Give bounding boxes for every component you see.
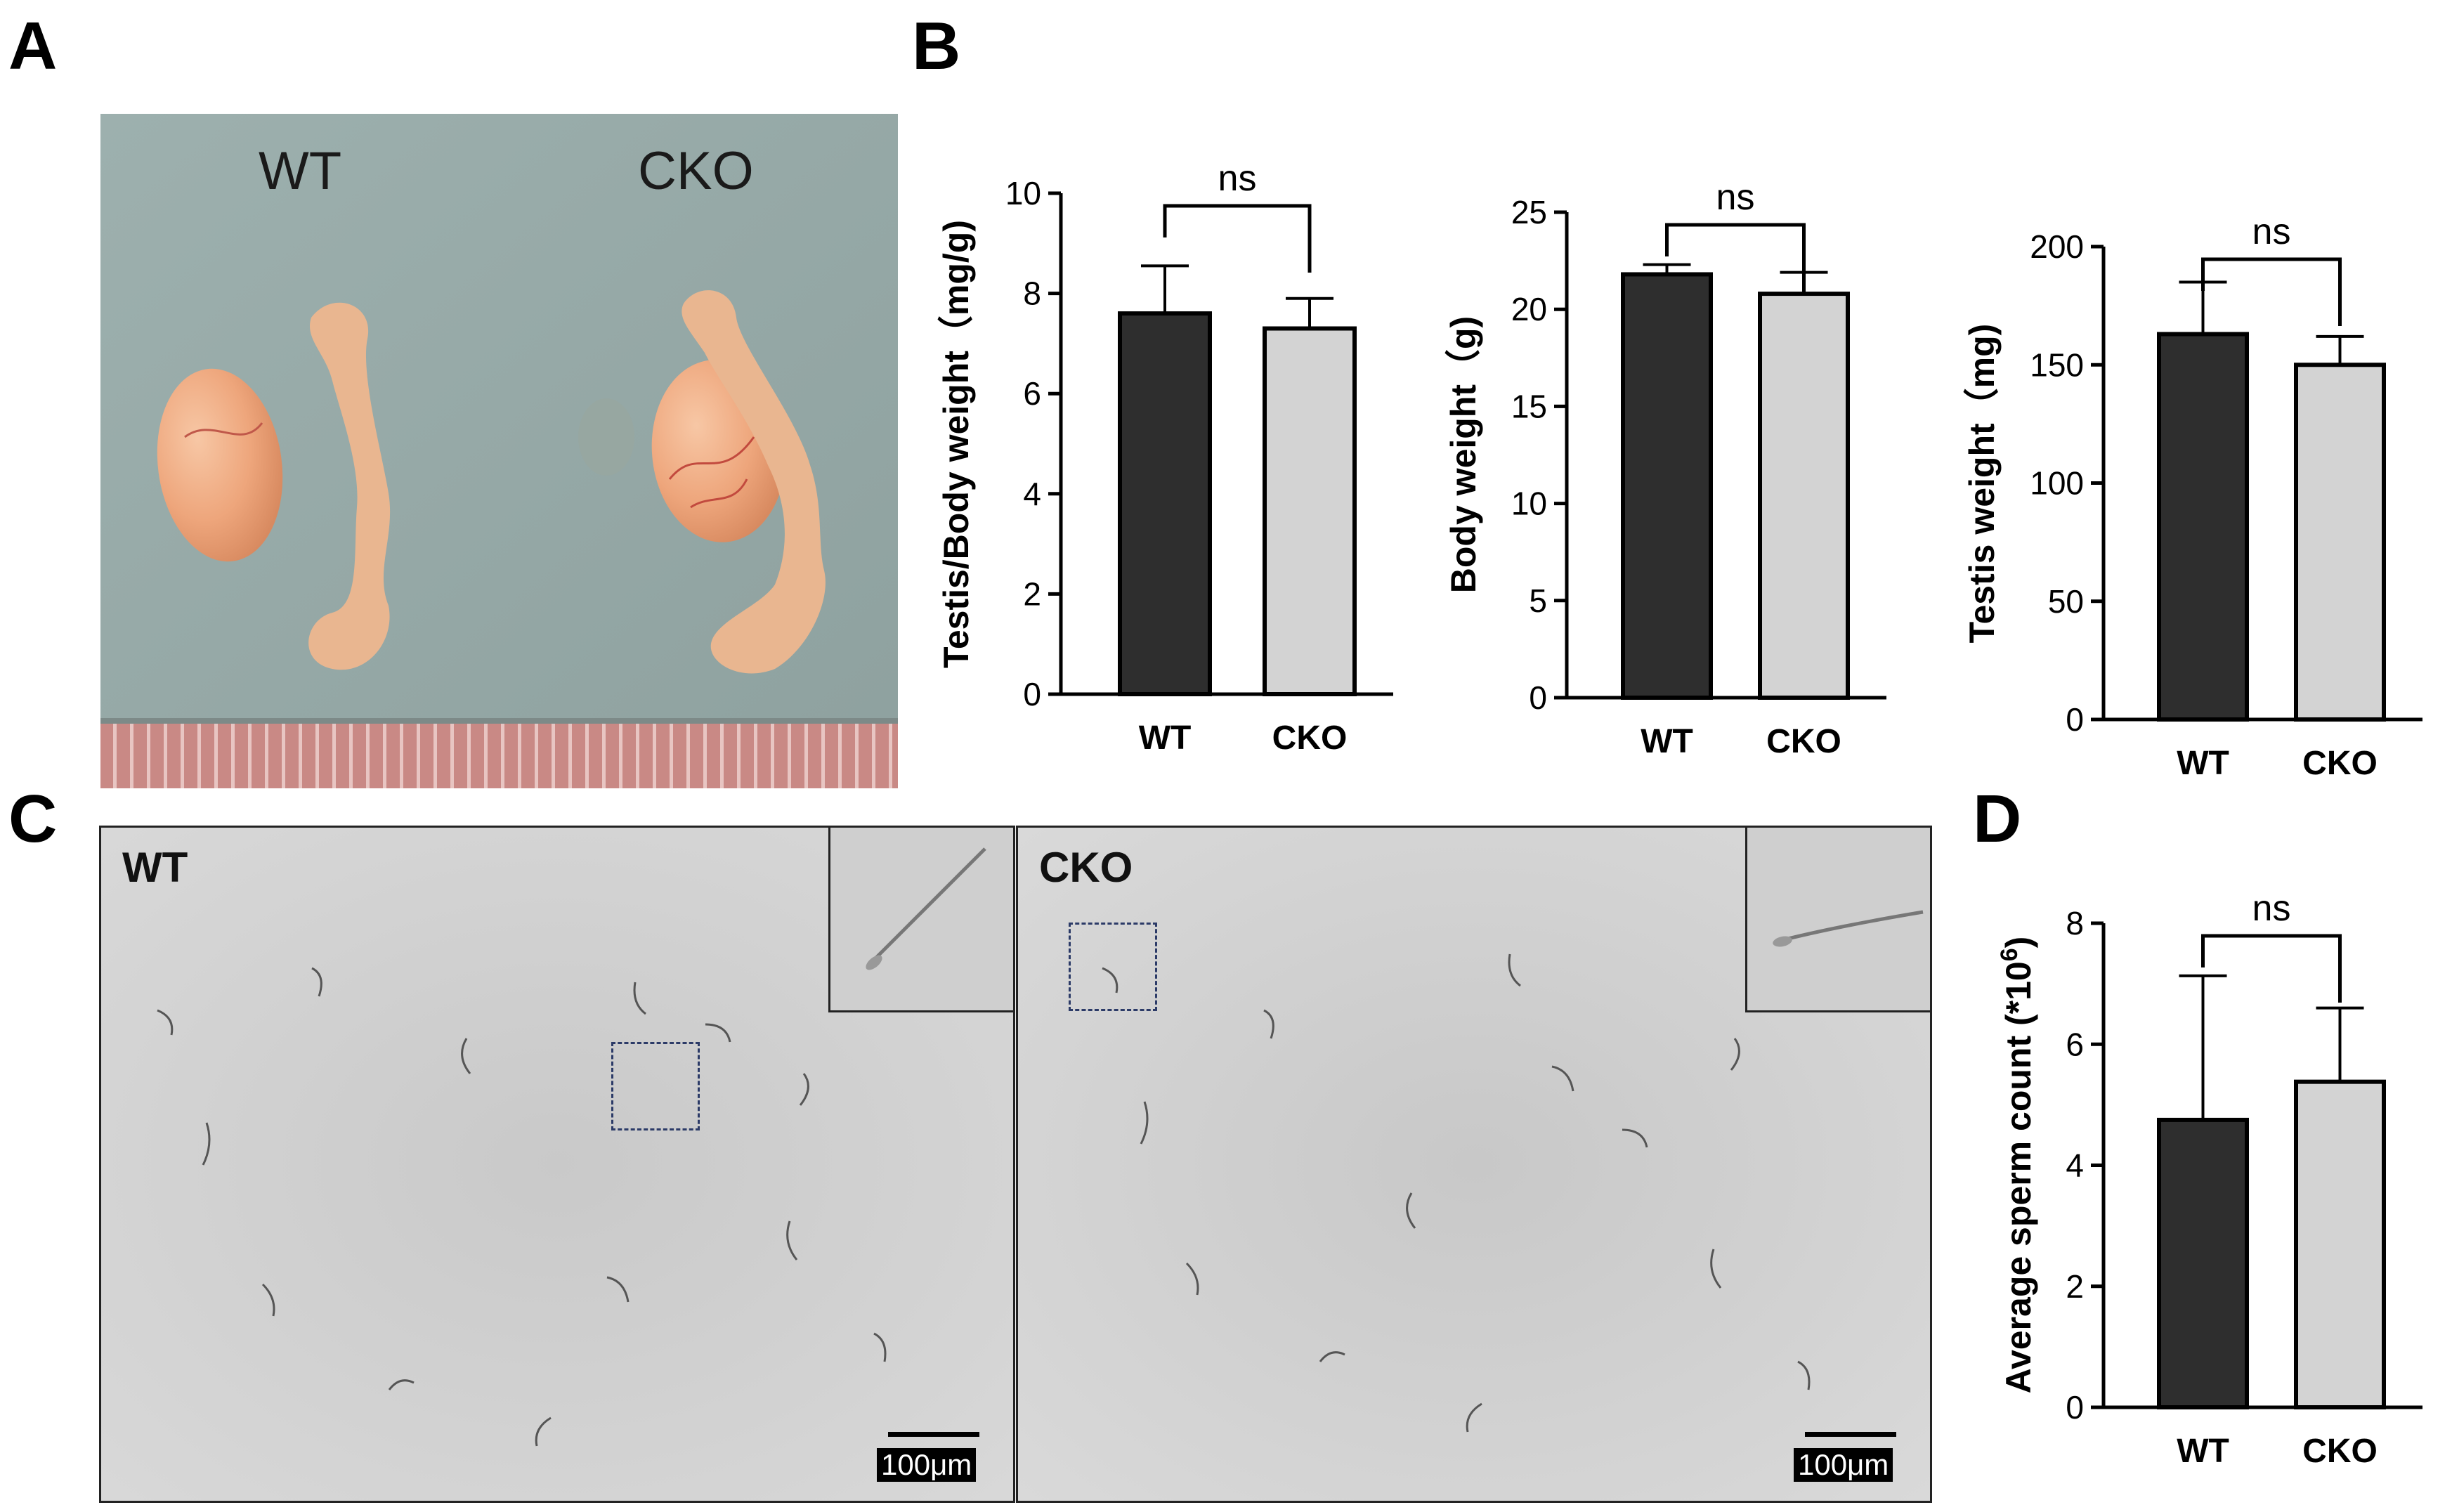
y-tick-label: 10 xyxy=(1511,485,1547,522)
significance-label: ns xyxy=(2252,888,2291,929)
y-tick-label: 20 xyxy=(1511,291,1547,327)
micrograph-wt-scalebar xyxy=(888,1432,979,1437)
bar-cko xyxy=(2294,363,2386,722)
bar-cko xyxy=(1758,292,1850,700)
bar-wt xyxy=(2157,1117,2249,1409)
significance-bracket xyxy=(2201,257,2342,326)
y-tick-label: 150 xyxy=(2030,346,2084,383)
bar-wt xyxy=(1621,272,1713,700)
chart-body-weight: 0 5 10 15 20 25 WT CKO ns Body weight（g) xyxy=(1444,177,1886,760)
micrograph-cko-roi xyxy=(1069,923,1157,1011)
micrograph-cko-inset-sperm xyxy=(1773,910,1924,947)
micrograph-cko-inset xyxy=(1745,828,1930,1012)
panel-letter-b: B xyxy=(912,8,961,84)
y-tick-label: 0 xyxy=(2066,1389,2084,1426)
y-tick-label: 8 xyxy=(1023,275,1041,312)
category-label: CKO xyxy=(1766,723,1841,760)
wt-testis xyxy=(157,368,283,562)
y-axis-label: Testis weight（mg) xyxy=(1962,324,2002,644)
category-label: CKO xyxy=(2302,1433,2378,1470)
chart-sperm-count: 0 2 4 6 8 WT CKO ns Average sperm count (*106) xyxy=(1996,888,2422,1470)
significance-bracket xyxy=(1163,204,1312,273)
significance-label: ns xyxy=(2252,211,2291,252)
wt-epididymis xyxy=(308,302,391,670)
y-tick-label: 0 xyxy=(1529,679,1547,716)
micrograph-cko-label: CKO xyxy=(1039,844,1133,891)
category-label: WT xyxy=(2177,1433,2229,1470)
chart-testis-weight: 0 50 100 150 200 WT CKO ns Testis weight（mg) xyxy=(1962,211,2422,782)
y-tick-label: 8 xyxy=(2066,905,2084,941)
panel-letter-c: C xyxy=(8,781,58,856)
significance-bracket xyxy=(2201,934,2342,1003)
micrograph-wt-inset-sperm xyxy=(866,847,986,970)
bar-cko xyxy=(1263,326,1357,696)
micrograph-wt-scale-label: 100μm xyxy=(877,1448,977,1482)
panel-letter-d: D xyxy=(1973,781,2022,856)
testis-photo: WT CKO xyxy=(100,114,898,788)
y-tick-label: 0 xyxy=(2066,701,2084,738)
y-tick-label: 6 xyxy=(1023,375,1041,412)
y-tick-label: 200 xyxy=(2030,228,2084,265)
category-label: WT xyxy=(1139,719,1192,757)
y-tick-label: 4 xyxy=(1023,476,1041,512)
significance-label: ns xyxy=(1716,177,1755,218)
category-label: CKO xyxy=(2302,745,2378,782)
y-tick-label: 4 xyxy=(2066,1147,2084,1184)
bar-cko xyxy=(2294,1079,2386,1409)
y-tick-label: 15 xyxy=(1511,388,1547,424)
y-tick-label: 25 xyxy=(1511,194,1547,230)
category-label: WT xyxy=(2177,745,2229,782)
micrograph-cko-scalebar xyxy=(1805,1432,1896,1437)
testis-photo-drawing xyxy=(100,114,898,788)
y-tick-label: 10 xyxy=(1005,175,1041,211)
bar-wt xyxy=(2157,332,2249,722)
y-tick-label: 2 xyxy=(2066,1268,2084,1305)
y-axis-label: Testis/Body weight（mg/g) xyxy=(937,220,976,668)
panel-letter-a: A xyxy=(8,8,58,84)
micrograph-wt: WT 100μm xyxy=(99,826,1015,1503)
significance-bracket xyxy=(1665,223,1806,292)
micrograph-cko: CKO 100μm xyxy=(1016,826,1932,1503)
micrograph-wt-label: WT xyxy=(122,844,188,891)
y-tick-label: 6 xyxy=(2066,1026,2084,1062)
micrograph-wt-inset xyxy=(828,828,1013,1012)
photo-label-wt: WT xyxy=(259,141,342,201)
category-label: CKO xyxy=(1272,719,1348,757)
y-tick-label: 50 xyxy=(2048,583,2084,620)
chart-testis-body-ratio: 0 2 4 6 8 10 WT CKO ns Testis/Body weight（mg/g) xyxy=(937,158,1393,757)
significance-label: ns xyxy=(1218,158,1257,199)
y-axis-label: Average sperm count (*106) xyxy=(1996,937,2038,1394)
y-tick-label: 100 xyxy=(2030,465,2084,502)
y-tick-label: 5 xyxy=(1529,582,1547,619)
y-tick-label: 2 xyxy=(1023,575,1041,612)
y-tick-label: 0 xyxy=(1023,676,1041,712)
micrograph-wt-roi xyxy=(611,1042,700,1130)
cko-epididymis xyxy=(682,290,826,674)
y-axis-label-end: ) xyxy=(1999,937,2038,949)
category-label: WT xyxy=(1641,723,1693,760)
y-axis-label: Body weight（g) xyxy=(1444,316,1483,593)
bar-wt xyxy=(1118,311,1212,696)
photo-label-cko: CKO xyxy=(638,141,754,201)
micrograph-cko-scale-label: 100μm xyxy=(1794,1448,1893,1482)
y-axis-label-superscript: 6 xyxy=(1996,948,2023,961)
